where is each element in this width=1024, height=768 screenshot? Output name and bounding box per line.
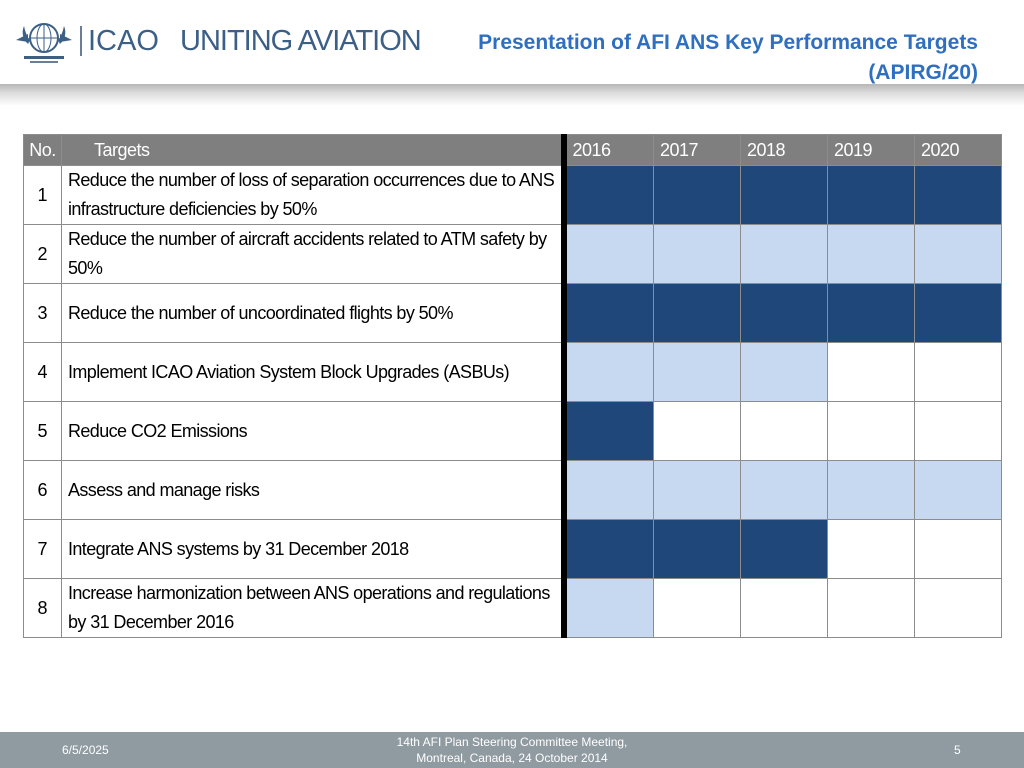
year-cell-2020-empty bbox=[914, 519, 1002, 579]
year-cell-2018-empty bbox=[740, 401, 828, 461]
column-header-year: 2018 bbox=[740, 134, 828, 166]
table-row: 4 Implement ICAO Aviation System Block Up… bbox=[23, 342, 1002, 402]
year-cell-2016-light bbox=[560, 224, 654, 284]
year-cell-2017-empty bbox=[653, 401, 741, 461]
row-number: 8 bbox=[23, 578, 62, 638]
year-cell-2019-empty bbox=[827, 519, 915, 579]
year-cell-2016-dark bbox=[560, 401, 654, 461]
slide-title: Presentation of AFI ANS Key Performance … bbox=[478, 28, 978, 88]
table-header-row: No. Targets 2016 2017 2018 2019 2020 bbox=[23, 134, 1002, 166]
year-cell-2020-empty bbox=[914, 401, 1002, 461]
row-number: 1 bbox=[23, 165, 62, 225]
year-cell-2017-dark bbox=[653, 283, 741, 343]
table-row: 6 Assess and manage risks bbox=[23, 460, 1002, 520]
year-cell-2016-dark bbox=[560, 283, 654, 343]
icao-wordmark: ICAO bbox=[88, 25, 159, 57]
year-cell-2019-empty bbox=[827, 401, 915, 461]
year-cell-2016-light bbox=[560, 460, 654, 520]
column-header-year: 2017 bbox=[653, 134, 741, 166]
row-number: 3 bbox=[23, 283, 62, 343]
year-cell-2017-light bbox=[653, 342, 741, 402]
icao-emblem-icon bbox=[16, 23, 72, 63]
column-header-year: 2019 bbox=[827, 134, 915, 166]
year-cell-2018-light bbox=[740, 342, 828, 402]
year-cell-2020-dark bbox=[914, 283, 1002, 343]
slide-title-line1: Presentation of AFI ANS Key Performance … bbox=[478, 31, 978, 54]
year-cell-2017-dark bbox=[653, 519, 741, 579]
year-cell-2020-empty bbox=[914, 342, 1002, 402]
column-header-year: 2016 bbox=[560, 134, 654, 166]
footer-meeting: 14th AFI Plan Steering Committee Meeting… bbox=[312, 734, 712, 766]
year-cell-2019-dark bbox=[827, 283, 915, 343]
slide-title-line2: (APIRG/20) bbox=[868, 61, 978, 84]
year-cell-2017-dark bbox=[653, 165, 741, 225]
table-row: 3 Reduce the number of uncoordinated flig… bbox=[23, 283, 1002, 343]
logo-divider bbox=[80, 26, 82, 56]
target-text: Reduce CO2 Emissions bbox=[61, 401, 564, 461]
year-cell-2016-dark bbox=[560, 519, 654, 579]
year-cell-2018-dark bbox=[740, 283, 828, 343]
year-cell-2019-empty bbox=[827, 342, 915, 402]
year-cell-2019-light bbox=[827, 460, 915, 520]
row-number: 5 bbox=[23, 401, 62, 461]
table-row: 2 Reduce the number of aircraft accidents… bbox=[23, 224, 1002, 284]
year-cell-2017-empty bbox=[653, 578, 741, 638]
column-header-year: 2020 bbox=[914, 134, 1002, 166]
year-cell-2019-empty bbox=[827, 578, 915, 638]
table-row: 5 Reduce CO2 Emissions bbox=[23, 401, 1002, 461]
slide-header: ICAO UNITING AVIATION Presentation of AF… bbox=[0, 0, 1024, 84]
year-cell-2017-light bbox=[653, 224, 741, 284]
column-header-targets: Targets bbox=[61, 134, 564, 166]
header-shadow bbox=[0, 84, 1024, 106]
year-cell-2018-light bbox=[740, 460, 828, 520]
uniting-aviation-tagline: UNITING AVIATION bbox=[180, 25, 422, 57]
row-number: 7 bbox=[23, 519, 62, 579]
slide-footer: 6/5/2025 14th AFI Plan Steering Committe… bbox=[0, 732, 1024, 768]
year-cell-2016-light bbox=[560, 342, 654, 402]
year-cell-2016-dark bbox=[560, 165, 654, 225]
target-text: Increase harmonization between ANS opera… bbox=[61, 578, 564, 638]
table-row: 7 Integrate ANS systems by 31 December 20… bbox=[23, 519, 1002, 579]
year-cell-2018-light bbox=[740, 224, 828, 284]
year-cell-2020-light bbox=[914, 224, 1002, 284]
row-number: 2 bbox=[23, 224, 62, 284]
kpi-table: No. Targets 2016 2017 2018 2019 2020 1 Re… bbox=[23, 134, 1002, 638]
column-header-no: No. bbox=[23, 134, 62, 166]
year-cell-2018-dark bbox=[740, 519, 828, 579]
target-text: Reduce the number of uncoordinated fligh… bbox=[61, 283, 564, 343]
table-row: 8 Increase harmonization between ANS oper… bbox=[23, 578, 1002, 638]
year-cell-2020-light bbox=[914, 460, 1002, 520]
target-text: Reduce the number of aircraft accidents … bbox=[61, 224, 564, 284]
target-text: Integrate ANS systems by 31 December 201… bbox=[61, 519, 564, 579]
footer-date: 6/5/2025 bbox=[62, 743, 109, 757]
table-row: 1 Reduce the number of loss of separation… bbox=[23, 165, 1002, 225]
year-cell-2020-dark bbox=[914, 165, 1002, 225]
footer-meeting-line1: 14th AFI Plan Steering Committee Meeting… bbox=[396, 735, 628, 749]
target-text: Assess and manage risks bbox=[61, 460, 564, 520]
target-text: Implement ICAO Aviation System Block Upg… bbox=[61, 342, 564, 402]
year-cell-2017-light bbox=[653, 460, 741, 520]
year-cell-2019-light bbox=[827, 224, 915, 284]
row-number: 6 bbox=[23, 460, 62, 520]
row-number: 4 bbox=[23, 342, 62, 402]
footer-meeting-line2: Montreal, Canada, 24 October 2014 bbox=[416, 751, 608, 765]
year-cell-2018-empty bbox=[740, 578, 828, 638]
year-cell-2020-empty bbox=[914, 578, 1002, 638]
year-cell-2019-dark bbox=[827, 165, 915, 225]
footer-page-number: 5 bbox=[954, 743, 961, 757]
year-cell-2018-dark bbox=[740, 165, 828, 225]
target-text: Reduce the number of loss of separation … bbox=[61, 165, 564, 225]
year-cell-2016-light bbox=[560, 578, 654, 638]
